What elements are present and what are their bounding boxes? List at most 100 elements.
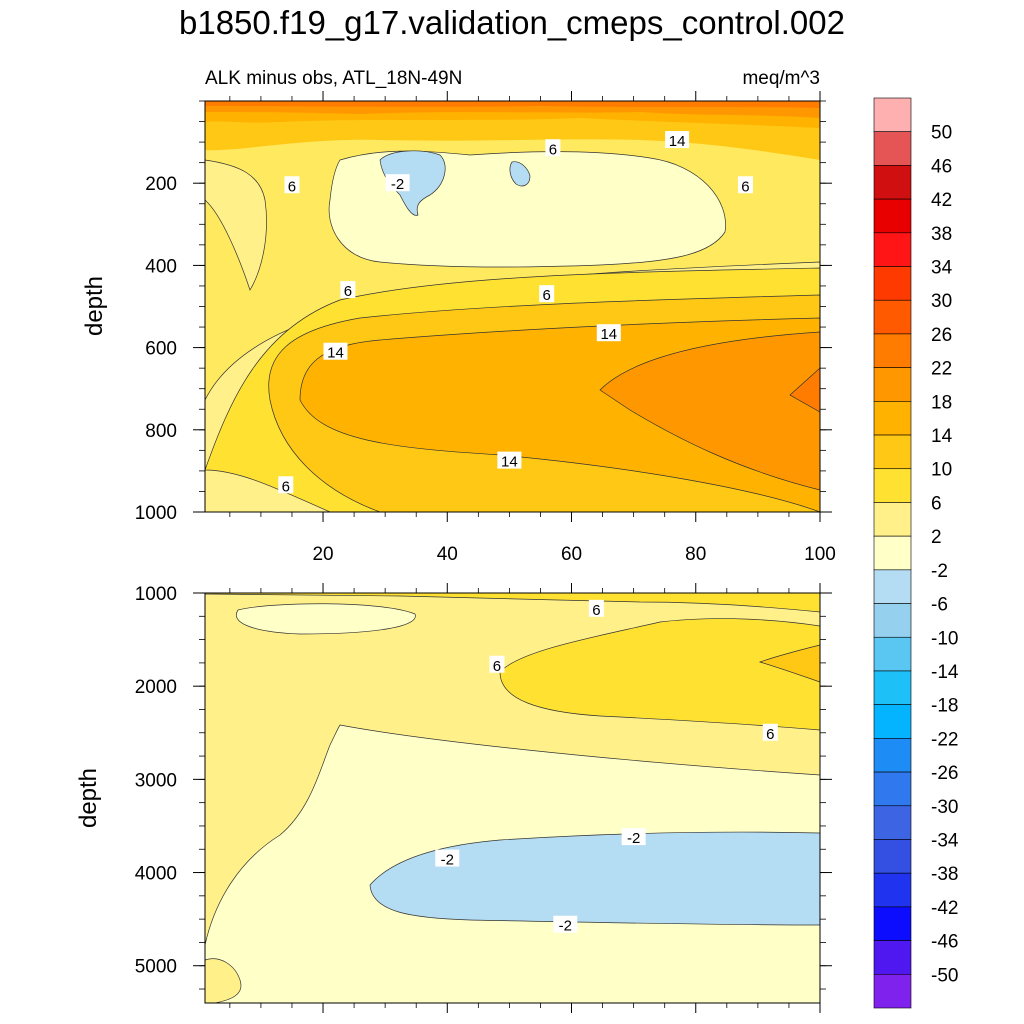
upper-contour-label: 14 [596, 324, 621, 343]
upper-contour-fill-22-26 [205, 101, 820, 108]
colorbar-label: -30 [931, 797, 958, 818]
contour-label-background [596, 324, 621, 342]
lower-y-axis: 1000 2000 3000 4000 5000 [135, 584, 832, 990]
lower-contour-label: -2 [621, 828, 646, 847]
contour-label-background [497, 451, 522, 469]
colorbar-swatch [873, 839, 912, 874]
upper-contour-label: 6 [545, 139, 561, 158]
lower-y-tick-label: 2000 [135, 677, 177, 698]
contour-label-text: -2 [391, 176, 404, 193]
upper-contour-label: -2 [385, 174, 410, 193]
contour-label-text: 6 [288, 178, 296, 195]
contour-label-text: 6 [282, 478, 290, 495]
upper-contour-fill-minus6-minus2-a [379, 150, 446, 216]
colorbar-label: -26 [931, 763, 958, 784]
contour-label-text: -2 [441, 852, 454, 869]
contour-label-background [553, 915, 578, 933]
colorbar-swatch [873, 973, 912, 1009]
colorbar-label: -42 [931, 898, 958, 919]
colorbar-swatch [873, 198, 912, 234]
colorbar-label: 18 [931, 392, 952, 413]
colorbar-label: 30 [931, 291, 952, 312]
lower-y-tick-label: 3000 [135, 770, 177, 791]
colorbar-swatch [873, 434, 912, 470]
upper-panel: ALK minus obs, ATL_18N-49N meq/m^3 6 1466… [81, 68, 836, 565]
colorbar-swatch [873, 266, 912, 301]
contour-label-text: 6 [741, 178, 749, 195]
colorbar-swatch [873, 738, 912, 773]
upper-y-tick-label: 400 [145, 256, 177, 277]
contour-label-background [385, 174, 410, 192]
upper-contour-label: 6 [278, 476, 294, 495]
contour-label-background [435, 849, 460, 867]
contour-label-text: 6 [493, 658, 501, 675]
colorbar-label: -18 [931, 696, 958, 717]
colorbar-label: 26 [931, 325, 952, 346]
colorbar-label: 10 [931, 460, 952, 481]
upper-contour-label: 6 [737, 176, 753, 195]
contour-label-background [665, 131, 690, 149]
colorbar-label: -14 [931, 662, 959, 683]
upper-x-tick-label: 40 [437, 544, 458, 565]
upper-y-tick-label: 1000 [135, 503, 177, 524]
contour-label-text: 6 [592, 602, 600, 619]
upper-y-tick-label: 600 [145, 339, 177, 360]
contour-label-text: 6 [549, 141, 557, 158]
colorbar-label: 22 [931, 359, 952, 380]
colorbar-swatch [873, 636, 912, 672]
upper-contour-labels: 6 14 6 6 -2 6 6 14 14 14 6 [278, 131, 753, 495]
contour-label-background [588, 599, 604, 617]
lower-contour-fill-minus2-2-small [236, 603, 416, 635]
colorbar-label: 50 [931, 123, 952, 144]
contour-label-text: -2 [627, 830, 640, 847]
contour-label-background [621, 828, 646, 846]
upper-y-axis-label: depth [81, 276, 108, 336]
lower-contour-labels: 6 6 6 -2 -2 -2 [435, 599, 778, 935]
lower-y-tick-label: 1000 [135, 584, 177, 605]
lower-y-axis-label: depth [75, 768, 102, 828]
colorbar-swatch [873, 299, 912, 335]
lower-contour-label: -2 [435, 849, 460, 869]
colorbar-label: -6 [931, 595, 948, 616]
lower-contour-label: 6 [489, 655, 505, 675]
colorbar-label: -2 [931, 561, 948, 582]
upper-y-axis: 200 400 600 800 1000 [135, 100, 832, 524]
contour-label-text: 14 [669, 133, 686, 150]
colorbar-swatch [873, 131, 912, 166]
colorbar-swatch [873, 333, 912, 368]
colorbar-swatch [873, 670, 912, 705]
contour-label-background [278, 476, 294, 494]
colorbar-label: 42 [931, 190, 952, 211]
colorbar-swatch [873, 165, 912, 200]
colorbar-label: 38 [931, 224, 952, 245]
upper-contour-label: 6 [340, 281, 356, 300]
contour-label-text: 6 [542, 287, 550, 304]
lower-contour-label: 6 [588, 599, 604, 619]
lower-y-tick-label: 5000 [135, 957, 177, 978]
upper-x-tick-label: 80 [685, 544, 706, 565]
upper-contour-label: 14 [323, 342, 348, 362]
colorbar-label: 2 [931, 527, 942, 548]
upper-contour-fill-minus6-minus2-b [509, 161, 531, 187]
colorbar-label: -50 [931, 965, 958, 986]
colorbar-label: -10 [931, 628, 958, 649]
contour-label-text: 14 [600, 326, 617, 343]
colorbar-swatch [873, 940, 912, 975]
colorbar-label: 6 [931, 493, 942, 514]
colorbar-swatch [873, 805, 912, 840]
contour-label-background [323, 342, 348, 360]
colorbar-swatch [873, 771, 912, 807]
colorbar-swatch [873, 906, 912, 941]
contour-label-background [545, 139, 561, 157]
colorbar-swatch [873, 367, 912, 402]
colorbar-swatch [873, 401, 912, 436]
lower-contour-label: 6 [762, 723, 778, 743]
colorbar-swatch [873, 232, 912, 267]
colorbar: 50 46 42 38 34 30 26 22 18 14 10 6 2 -2 -6 -10 -14 -18 -22… [873, 97, 959, 1009]
upper-contour-label: 6 [539, 285, 555, 304]
chart-title: b1850.f19_g17.validation_cmeps_control.0… [179, 4, 845, 41]
upper-contour-label: 14 [497, 451, 522, 471]
colorbar-swatch [873, 97, 912, 133]
upper-x-axis: 20 40 60 80 100 [229, 91, 836, 565]
